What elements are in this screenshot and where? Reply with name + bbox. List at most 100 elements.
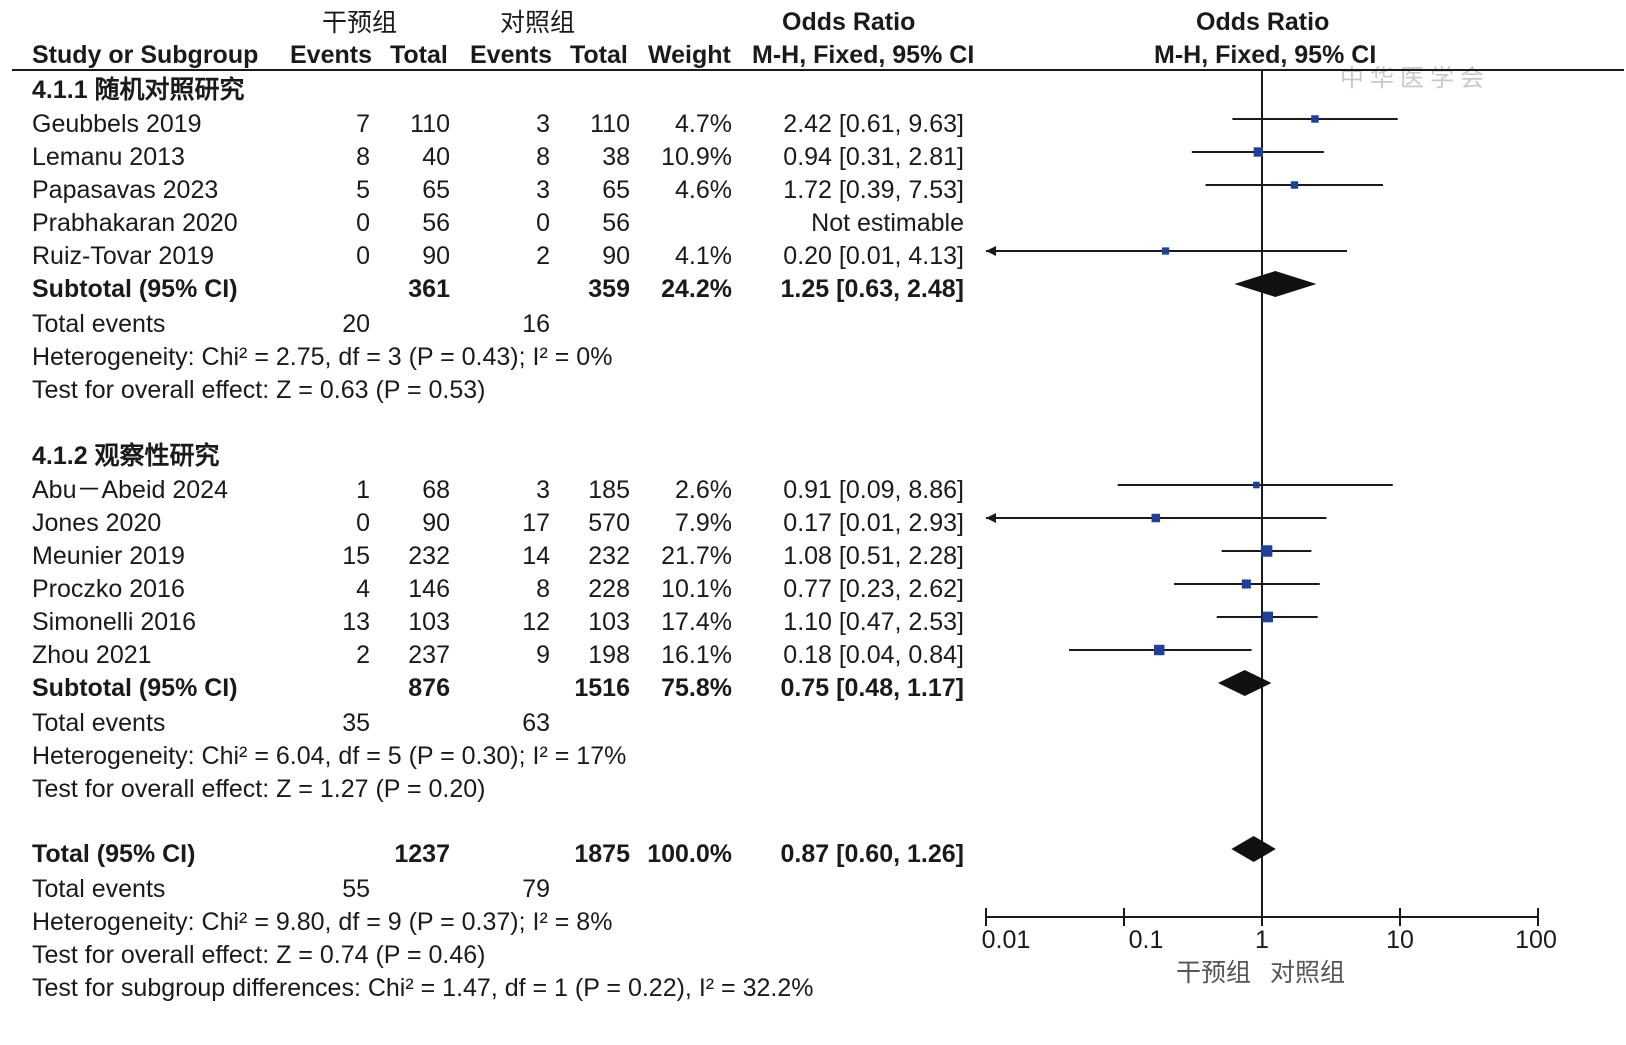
odds-ratio-ci: 0.20 [0.01, 4.13] xyxy=(783,242,964,270)
subtotal-total-intervention: 361 xyxy=(408,275,450,303)
total-events-label: Total events xyxy=(32,875,166,903)
pooled-diamond xyxy=(1231,836,1276,862)
events-control: 8 xyxy=(536,575,550,603)
col-events-1-header: Events xyxy=(290,41,372,69)
events-control: 12 xyxy=(522,608,550,636)
total-events-control: 79 xyxy=(522,875,550,903)
total-heterogeneity-text: Heterogeneity: Chi² = 9.80, df = 9 (P = … xyxy=(32,908,613,936)
odds-ratio-ci: 0.94 [0.31, 2.81] xyxy=(783,143,964,171)
study-marker xyxy=(1290,181,1299,189)
total-intervention: 237 xyxy=(408,641,450,669)
tick-label: 1 xyxy=(1255,926,1269,954)
subgroup-title: 4.1.2 观察性研究 xyxy=(32,442,220,470)
subtotal-ci: 0.75 [0.48, 1.17] xyxy=(780,674,964,702)
study-name: Meunier 2019 xyxy=(32,542,185,570)
events-intervention: 8 xyxy=(356,143,370,171)
total-intervention: 232 xyxy=(408,542,450,570)
favours-intervention-label: 干预组 xyxy=(1176,958,1252,987)
events-intervention: 2 xyxy=(356,641,370,669)
weight: 10.1% xyxy=(661,575,732,603)
total-total-intervention: 1237 xyxy=(394,840,450,868)
pooled-diamond xyxy=(1234,271,1317,297)
total-overall-effect-text: Test for overall effect: Z = 0.74 (P = 0… xyxy=(32,941,486,969)
events-intervention: 5 xyxy=(356,176,370,204)
subtotal-weight: 75.8% xyxy=(661,674,732,702)
col-total-2-header: Total xyxy=(570,41,628,69)
events-control: 2 xyxy=(536,242,550,270)
events-intervention: 0 xyxy=(356,209,370,237)
weight: 4.6% xyxy=(675,176,732,204)
events-intervention: 4 xyxy=(356,575,370,603)
study-name: Lemanu 2013 xyxy=(32,143,185,171)
ci-arrow xyxy=(986,246,996,256)
total-weight: 100.0% xyxy=(647,840,732,868)
header-rule xyxy=(12,69,1624,71)
total-intervention: 40 xyxy=(422,143,450,171)
intervention-group-header: 干预组 xyxy=(322,8,398,37)
total-control: 110 xyxy=(590,110,630,138)
weight: 16.1% xyxy=(661,641,732,669)
overall-effect-text: Test for overall effect: Z = 0.63 (P = 0… xyxy=(32,376,486,404)
odds-ratio-header: Odds Ratio xyxy=(782,8,916,36)
col-events-2-header: Events xyxy=(470,41,552,69)
total-intervention: 65 xyxy=(422,176,450,204)
study-marker xyxy=(1151,513,1161,523)
subtotal-total-control: 359 xyxy=(588,275,630,303)
subtotal-label: Subtotal (95% CI) xyxy=(32,674,238,702)
total-intervention: 68 xyxy=(422,476,450,504)
heterogeneity-text: Heterogeneity: Chi² = 2.75, df = 3 (P = … xyxy=(32,343,613,371)
study-name: Proczko 2016 xyxy=(32,575,185,603)
events-control: 0 xyxy=(536,209,550,237)
tick-label: 0.1 xyxy=(1128,926,1164,954)
study-name: Zhou 2021 xyxy=(32,641,152,669)
heterogeneity-text: Heterogeneity: Chi² = 6.04, df = 5 (P = … xyxy=(32,742,627,770)
total-events-control: 16 xyxy=(522,310,550,338)
total-control: 90 xyxy=(602,242,630,270)
study-marker xyxy=(1260,545,1273,557)
weight: 2.6% xyxy=(675,476,732,504)
odds-ratio-plot-header: Odds Ratio xyxy=(1196,8,1330,36)
weight: 21.7% xyxy=(661,542,732,570)
study-name: Ruiz-Tovar 2019 xyxy=(32,242,215,270)
total-ci: 0.87 [0.60, 1.26] xyxy=(780,840,964,868)
total-events-label: Total events xyxy=(32,310,166,338)
total-intervention: 103 xyxy=(408,608,450,636)
events-control: 3 xyxy=(536,110,550,138)
tick-label: 0.01 xyxy=(981,926,1031,954)
favours-control-label: 对照组 xyxy=(1270,958,1346,987)
odds-ratio-ci: 1.72 [0.39, 7.53] xyxy=(783,176,964,204)
events-intervention: 1 xyxy=(356,476,370,504)
overall-effect-text: Test for overall effect: Z = 1.27 (P = 0… xyxy=(32,775,486,803)
events-intervention: 15 xyxy=(342,542,370,570)
subtotal-ci: 1.25 [0.63, 2.48] xyxy=(780,275,964,303)
weight: 4.7% xyxy=(675,110,732,138)
total-total-control: 1875 xyxy=(574,840,630,868)
events-control: 14 xyxy=(522,542,550,570)
events-intervention: 0 xyxy=(356,509,370,537)
col-ci-header: M-H, Fixed, 95% CI xyxy=(752,41,975,69)
odds-ratio-ci: 0.18 [0.04, 0.84] xyxy=(783,641,964,669)
total-events-intervention: 20 xyxy=(342,310,370,338)
total-intervention: 110 xyxy=(410,110,450,138)
odds-ratio-ci: 0.17 [0.01, 2.93] xyxy=(783,509,964,537)
total-events-label: Total events xyxy=(32,709,166,737)
events-intervention: 0 xyxy=(356,242,370,270)
total-label: Total (95% CI) xyxy=(32,840,196,868)
subgroup-title: 4.1.1 随机对照研究 xyxy=(32,76,245,104)
ci-arrow xyxy=(986,513,996,523)
control-group-header: 对照组 xyxy=(500,8,576,37)
total-intervention: 90 xyxy=(422,509,450,537)
odds-ratio-ci: 1.08 [0.51, 2.28] xyxy=(783,542,964,570)
subtotal-label: Subtotal (95% CI) xyxy=(32,275,238,303)
odds-ratio-ci: 2.42 [0.61, 9.63] xyxy=(783,110,964,138)
odds-ratio-ci: 1.10 [0.47, 2.53] xyxy=(783,608,964,636)
weight: 17.4% xyxy=(661,608,732,636)
study-name: Geubbels 2019 xyxy=(32,110,202,138)
total-intervention: 56 xyxy=(422,209,450,237)
total-control: 185 xyxy=(588,476,630,504)
total-control: 56 xyxy=(602,209,630,237)
total-events-intervention: 55 xyxy=(342,875,370,903)
study-marker xyxy=(1154,644,1165,656)
total-intervention: 146 xyxy=(408,575,450,603)
